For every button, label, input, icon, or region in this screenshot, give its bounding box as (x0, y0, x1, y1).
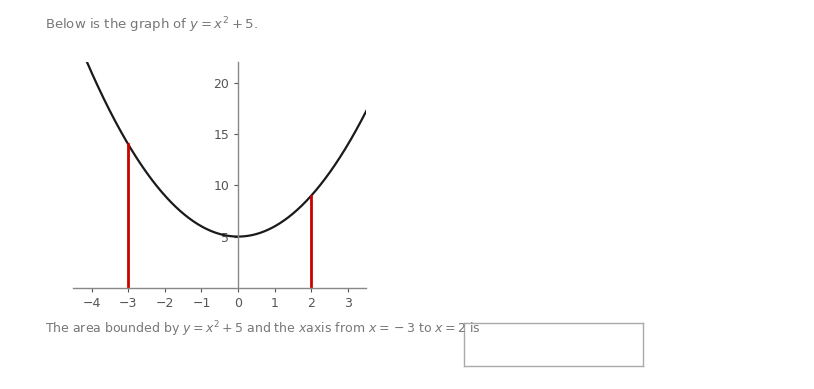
Text: Below is the graph of $y = x^2 + 5$.: Below is the graph of $y = x^2 + 5$. (45, 16, 258, 35)
Text: The area bounded by $y = x^2 + 5$ and the $x$axis from $x = -3$ to $x = 2$ is: The area bounded by $y = x^2 + 5$ and th… (45, 319, 480, 338)
